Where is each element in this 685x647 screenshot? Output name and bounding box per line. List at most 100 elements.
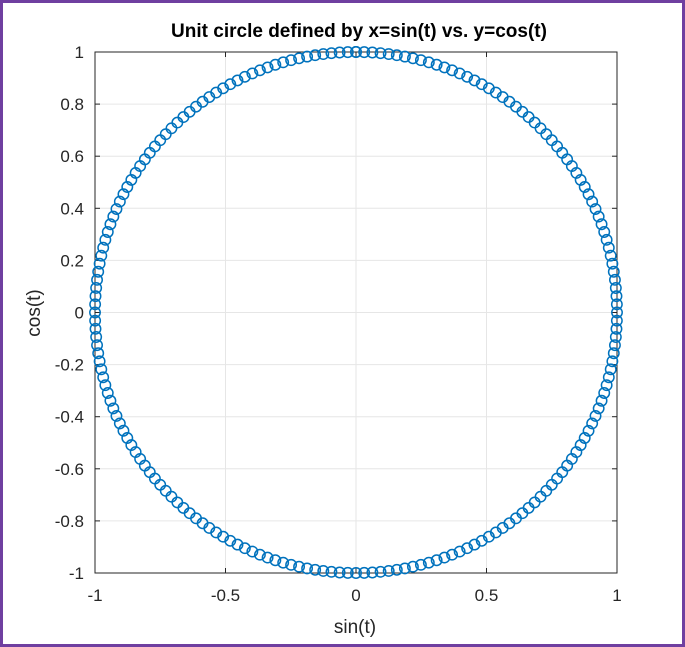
x-tick-label-2: 0 [351,586,360,605]
data-point-14 [461,70,474,83]
data-point-136 [113,417,126,430]
data-point-87 [453,545,466,558]
data-point-35 [582,188,595,201]
data-point-86 [461,542,474,555]
data-point-54 [608,339,621,352]
data-point-6 [398,50,411,63]
data-point-148 [89,322,102,335]
data-point-137 [110,410,123,422]
data-point-13 [453,67,466,80]
data-point-138 [107,402,120,415]
data-point-190 [269,58,282,71]
data-point-102 [333,566,346,579]
data-point-165 [117,188,130,201]
data-point-101 [341,566,354,579]
data-point-164 [113,195,126,208]
data-point-189 [261,61,274,74]
data-point-197 [325,47,338,60]
data-point-58 [602,371,615,384]
data-point-158 [97,241,110,254]
data-point-176 [171,116,184,129]
data-point-147 [90,331,103,343]
data-point-188 [253,64,266,77]
data-point-191 [277,56,290,69]
data-series [89,46,623,579]
data-point-39 [595,218,608,231]
data-point-11 [438,61,451,74]
data-point-9 [422,56,435,69]
y-tick-label-3: -0.4 [55,408,84,427]
x-tick-label-1: -0.5 [211,586,240,605]
data-point-88 [446,548,459,561]
y-tick-label-9: 0.8 [60,95,84,114]
data-point-149 [89,314,102,327]
data-point-193 [293,52,306,65]
data-point-38 [592,210,605,223]
data-point-108 [285,558,298,571]
x-tick-label-4: 1 [612,586,621,605]
data-point-4 [382,48,395,60]
data-point-94 [398,562,411,575]
data-point-1 [358,46,371,59]
data-point-111 [261,551,274,564]
data-point-60 [598,387,611,399]
data-point-155 [92,265,105,278]
data-point-59 [600,379,613,392]
data-point-42 [602,241,615,254]
data-point-57 [604,363,617,376]
data-point-34 [578,181,591,193]
data-point-51 [610,314,623,327]
data-point-92 [414,558,427,571]
data-point-44 [606,257,619,270]
data-point-47 [609,282,622,294]
data-point-24 [528,116,541,129]
data-point-98 [366,566,379,579]
data-point-192 [285,54,298,67]
data-point-198 [333,46,346,59]
data-point-153 [90,282,103,294]
data-point-99 [358,566,371,579]
y-tick-label-5: 0 [75,304,84,323]
data-point-196 [317,48,330,60]
data-point-107 [293,560,306,573]
data-point-109 [277,556,290,569]
data-point-40 [598,226,611,238]
data-point-125 [165,490,178,503]
data-point-135 [117,424,130,437]
data-point-126 [159,484,172,497]
data-point-46 [608,273,621,286]
data-point-85 [468,538,481,551]
data-point-2 [366,46,379,59]
data-point-15 [468,74,481,87]
data-point-61 [595,394,608,407]
y-axis-label: cos(t) [24,289,45,337]
x-tick-labels: -1 -0.5 0 0.5 1 [87,586,621,605]
data-point-103 [325,565,338,578]
data-point-114 [238,542,251,555]
data-point-48 [610,290,623,303]
data-point-91 [422,556,435,569]
data-point-115 [231,538,244,551]
data-point-5 [390,49,403,62]
data-point-134 [121,432,134,444]
data-point-49 [610,298,623,311]
data-point-195 [309,49,322,62]
data-point-200 [350,46,362,58]
data-point-184 [224,78,237,91]
chart-title: Unit circle defined by x=sin(t) vs. y=co… [171,21,547,42]
data-point-113 [246,545,259,558]
data-point-76 [528,496,541,509]
data-point-43 [604,249,617,262]
axes-box [94,51,618,574]
data-point-152 [89,290,102,303]
data-point-75 [534,490,547,503]
data-point-104 [317,565,330,577]
data-point-150 [89,306,101,319]
data-point-84 [475,534,488,547]
data-point-160 [101,226,114,238]
data-point-97 [374,565,387,578]
data-point-10 [430,58,443,71]
data-point-96 [382,565,395,577]
data-point-187 [246,67,259,80]
